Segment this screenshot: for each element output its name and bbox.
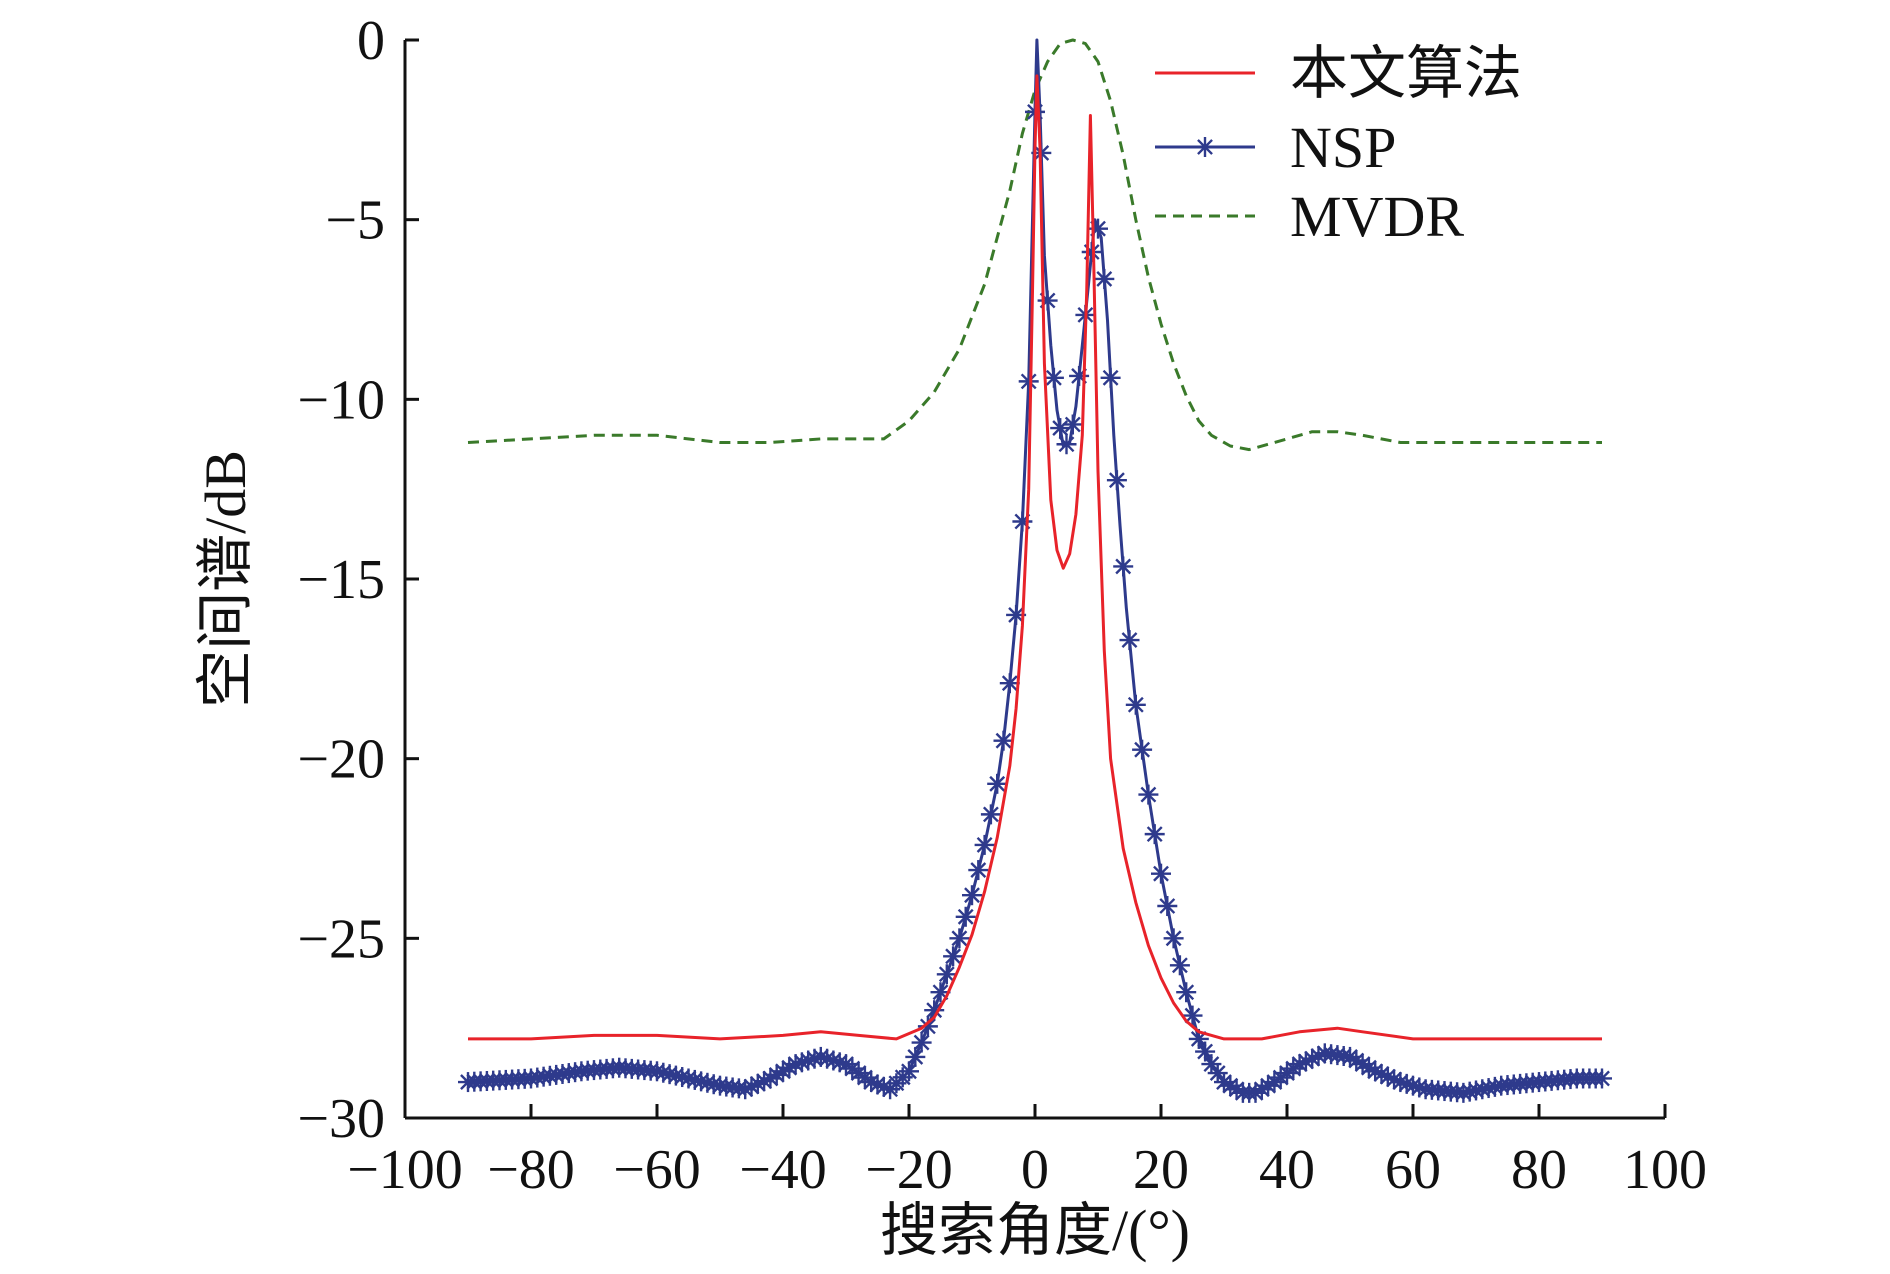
series-line-proposed bbox=[468, 74, 1602, 1041]
legend-marker-nsp bbox=[1195, 137, 1215, 157]
y-tick-label: −25 bbox=[297, 908, 385, 970]
series-marker-nsp bbox=[1132, 739, 1153, 760]
series-marker-nsp bbox=[911, 1032, 932, 1053]
series-marker-nsp bbox=[1113, 556, 1134, 577]
series-marker-nsp bbox=[1043, 367, 1064, 388]
legend-label-nsp: NSP bbox=[1290, 115, 1396, 180]
x-tick-label: 40 bbox=[1259, 1139, 1315, 1201]
series-markers-nsp bbox=[458, 101, 1612, 1103]
x-tick-label: 60 bbox=[1385, 1139, 1441, 1201]
x-tick-label: −100 bbox=[347, 1139, 463, 1201]
series-marker-nsp bbox=[1176, 982, 1197, 1003]
x-tick-label: −60 bbox=[613, 1139, 701, 1201]
x-tick-label: −80 bbox=[487, 1139, 575, 1201]
series-marker-nsp bbox=[1169, 955, 1190, 976]
axes: −100 −80 −60 −40 −20 0 20 40 60 80 100 0 −5 −10 −15 −20… bbox=[297, 10, 1707, 1201]
series-marker-nsp bbox=[1088, 218, 1108, 239]
series-marker-nsp bbox=[1119, 630, 1140, 651]
series-marker-nsp bbox=[1106, 470, 1127, 491]
series-marker-nsp bbox=[1018, 371, 1039, 392]
series-marker-nsp bbox=[917, 1016, 938, 1037]
series-marker-nsp bbox=[968, 860, 989, 881]
series-marker-nsp bbox=[980, 804, 1001, 825]
series-marker-nsp bbox=[1037, 290, 1058, 311]
series-marker-nsp bbox=[955, 906, 976, 927]
y-tick-label: −15 bbox=[297, 549, 385, 611]
y-tick-label: 0 bbox=[357, 10, 385, 72]
y-tick-label: −20 bbox=[297, 729, 385, 791]
series-marker-nsp bbox=[1151, 863, 1171, 884]
series-marker-nsp bbox=[1138, 784, 1159, 805]
series-marker-nsp bbox=[1201, 1054, 1222, 1075]
series-marker-nsp bbox=[1012, 511, 1033, 532]
legend-label-proposed: 本文算法 bbox=[1290, 41, 1522, 106]
y-axis-title: 空间谱/dB bbox=[193, 450, 258, 708]
x-tick-label: −40 bbox=[739, 1139, 827, 1201]
series-marker-nsp bbox=[1081, 242, 1102, 263]
series-marker-nsp bbox=[1069, 365, 1090, 386]
x-tick-label: 20 bbox=[1133, 1139, 1189, 1201]
series-line-mvdr bbox=[467, 38, 1602, 452]
series-marker-nsp bbox=[1163, 928, 1184, 949]
series-marker-nsp bbox=[936, 964, 957, 985]
y-tick-label: −10 bbox=[297, 369, 385, 431]
series-marker-nsp bbox=[1157, 895, 1178, 916]
series-marker-nsp bbox=[943, 946, 964, 967]
series-marker-nsp bbox=[1144, 824, 1165, 845]
series-marker-nsp bbox=[1056, 434, 1077, 455]
x-tick-label: −20 bbox=[865, 1139, 953, 1201]
x-tick-label: 0 bbox=[1021, 1139, 1049, 1201]
series-marker-nsp bbox=[1182, 1005, 1203, 1026]
x-tick-label: 100 bbox=[1623, 1139, 1707, 1201]
y-tick-label: −30 bbox=[297, 1088, 385, 1150]
y-tick-label: −5 bbox=[325, 190, 385, 252]
series-marker-nsp bbox=[1195, 1041, 1216, 1062]
series-marker-nsp bbox=[974, 834, 995, 855]
series-marker-nsp bbox=[1592, 1068, 1612, 1089]
series-marker-nsp bbox=[1125, 694, 1146, 715]
series-marker-nsp bbox=[1100, 367, 1121, 388]
series-marker-nsp bbox=[987, 773, 1008, 794]
series-marker-nsp bbox=[1094, 268, 1115, 289]
x-axis-title: 搜索角度/(°) bbox=[880, 1198, 1190, 1263]
series-marker-nsp bbox=[949, 928, 970, 949]
series-marker-nsp bbox=[999, 673, 1020, 694]
series-layer bbox=[458, 38, 1612, 1103]
x-tick-label: 80 bbox=[1511, 1139, 1567, 1201]
series-marker-nsp bbox=[993, 730, 1014, 751]
series-marker-nsp bbox=[1207, 1063, 1228, 1084]
legend-label-mvdr: MVDR bbox=[1290, 184, 1464, 249]
series-marker-nsp bbox=[962, 885, 982, 906]
series-marker-nsp bbox=[1062, 414, 1083, 435]
series-marker-nsp bbox=[647, 1061, 667, 1082]
